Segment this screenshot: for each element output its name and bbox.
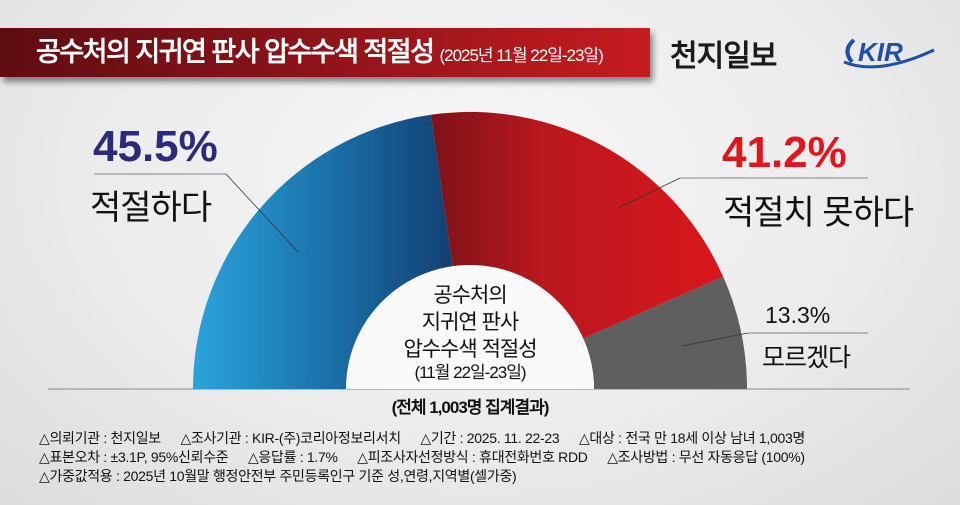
title-text: 공수처의 지귀연 판사 압수수색 적절성: [36, 37, 435, 67]
footer-weighting: △가중값적용 : 2025년 10월말 행정안전부 주민등록인구 기준 성,연령…: [39, 468, 517, 484]
disagree-percentage: 41.2%: [722, 128, 847, 177]
title-date-range: (2025년 11월 22일-23일): [439, 46, 603, 65]
center-line-1: 공수처의: [433, 284, 507, 307]
footer-response-rate: △응답률 : 1.7%: [247, 449, 338, 465]
footer-row-3: △가중값적용 : 2025년 10월말 행정안전부 주민등록인구 기준 성,연령…: [39, 467, 821, 486]
center-line-2: 지귀연 판사: [421, 311, 519, 334]
agree-percentage: 45.5%: [93, 122, 218, 171]
total-respondents-note: (전체 1,003명 집계결과): [391, 398, 550, 417]
segment-unknown: [583, 276, 747, 389]
unknown-percentage: 13.3%: [765, 302, 831, 328]
footer-period: △기간 : 2025. 11. 22-23: [420, 430, 560, 446]
agree-label: 적절하다: [90, 189, 212, 227]
chart-center-title: 공수처의 지귀연 판사 압수수색 적절성 (11월 22일-23일): [360, 282, 580, 383]
unknown-label: 모르겠다: [762, 344, 851, 372]
kir-logo-icon: KIR: [843, 37, 935, 69]
center-date: (11월 22일-23일): [414, 363, 526, 382]
page-title: 공수처의 지귀연 판사 압수수색 적절성 (2025년 11월 22일-23일): [36, 32, 604, 72]
footer-agency: △조사기관 : KIR-(주)코리아정보리서치: [180, 430, 401, 446]
brand-name: 천지일보: [670, 40, 777, 73]
segment-agree: [193, 114, 453, 390]
footer-margin-of-error: △표본오차 : ±3.1P, 95%신뢰수준: [39, 449, 229, 465]
footer-row-2: △표본오차 : ±3.1P, 95%신뢰수준 △응답률 : 1.7% △피조사자…: [39, 448, 821, 467]
donut-hole: [346, 265, 594, 389]
segment-disagree: [430, 112, 724, 339]
footer-sampling: △피조사자선정방식 : 휴대전화번호 RDD: [357, 449, 588, 465]
center-line-3: 압수수색 적절성: [403, 338, 537, 361]
footer-commissioner: △의뢰기관 : 천지일보: [39, 430, 161, 446]
footer-row-1: △의뢰기관 : 천지일보 △조사기관 : KIR-(주)코리아정보리서치 △기간…: [39, 429, 821, 448]
disagree-label: 적절치 못하다: [723, 194, 914, 232]
survey-methodology: △의뢰기관 : 천지일보 △조사기관 : KIR-(주)코리아정보리서치 △기간…: [39, 429, 821, 486]
footer-target: △대상 : 전국 만 18세 이상 남녀 1,003명: [578, 430, 806, 446]
header-banner: [0, 28, 650, 77]
footer-method: △조사방법 : 무선 자동응답 (100%): [607, 449, 805, 465]
svg-text:KIR: KIR: [858, 37, 903, 67]
